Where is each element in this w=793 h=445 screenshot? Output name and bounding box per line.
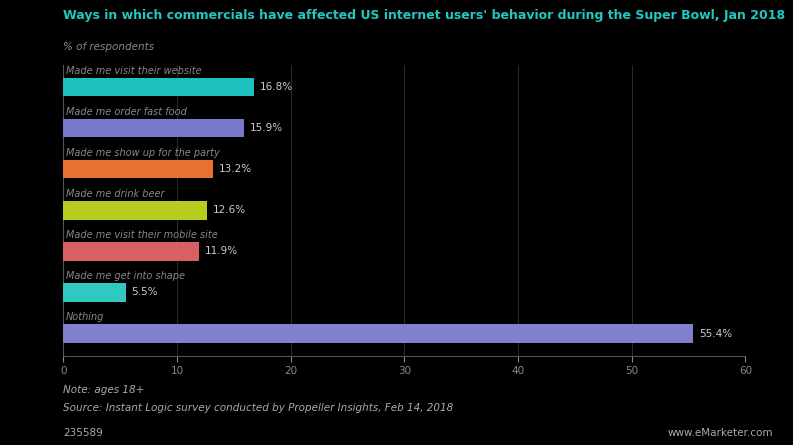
Text: Made me visit their website: Made me visit their website — [66, 66, 201, 76]
Text: Note: ages 18+: Note: ages 18+ — [63, 385, 145, 395]
Text: Source: Instant Logic survey conducted by Propeller Insights, Feb 14, 2018: Source: Instant Logic survey conducted b… — [63, 403, 454, 413]
Text: 5.5%: 5.5% — [132, 287, 158, 297]
Text: 13.2%: 13.2% — [219, 164, 252, 174]
Bar — [63, 78, 255, 96]
Text: 12.6%: 12.6% — [213, 205, 246, 215]
Text: Ways in which commercials have affected US internet users' behavior during the S: Ways in which commercials have affected … — [63, 9, 786, 22]
Text: 16.8%: 16.8% — [260, 82, 293, 92]
Text: Made me order fast food: Made me order fast food — [66, 107, 186, 117]
Bar — [63, 119, 244, 138]
Text: Made me get into shape: Made me get into shape — [66, 271, 185, 281]
Text: 55.4%: 55.4% — [699, 328, 732, 339]
Text: Nothing: Nothing — [66, 312, 104, 322]
Text: Made me show up for the party: Made me show up for the party — [66, 148, 220, 158]
Bar — [63, 324, 693, 343]
Bar — [63, 160, 213, 178]
Text: Made me visit their mobile site: Made me visit their mobile site — [66, 230, 217, 240]
Text: % of respondents: % of respondents — [63, 42, 155, 52]
Text: Made me drink beer: Made me drink beer — [66, 189, 164, 199]
Text: 235589: 235589 — [63, 428, 103, 438]
Text: www.eMarketer.com: www.eMarketer.com — [668, 428, 773, 438]
Bar — [63, 201, 207, 219]
Bar — [63, 283, 126, 302]
Text: 11.9%: 11.9% — [205, 247, 238, 256]
Bar — [63, 242, 199, 261]
Text: 15.9%: 15.9% — [250, 123, 283, 133]
